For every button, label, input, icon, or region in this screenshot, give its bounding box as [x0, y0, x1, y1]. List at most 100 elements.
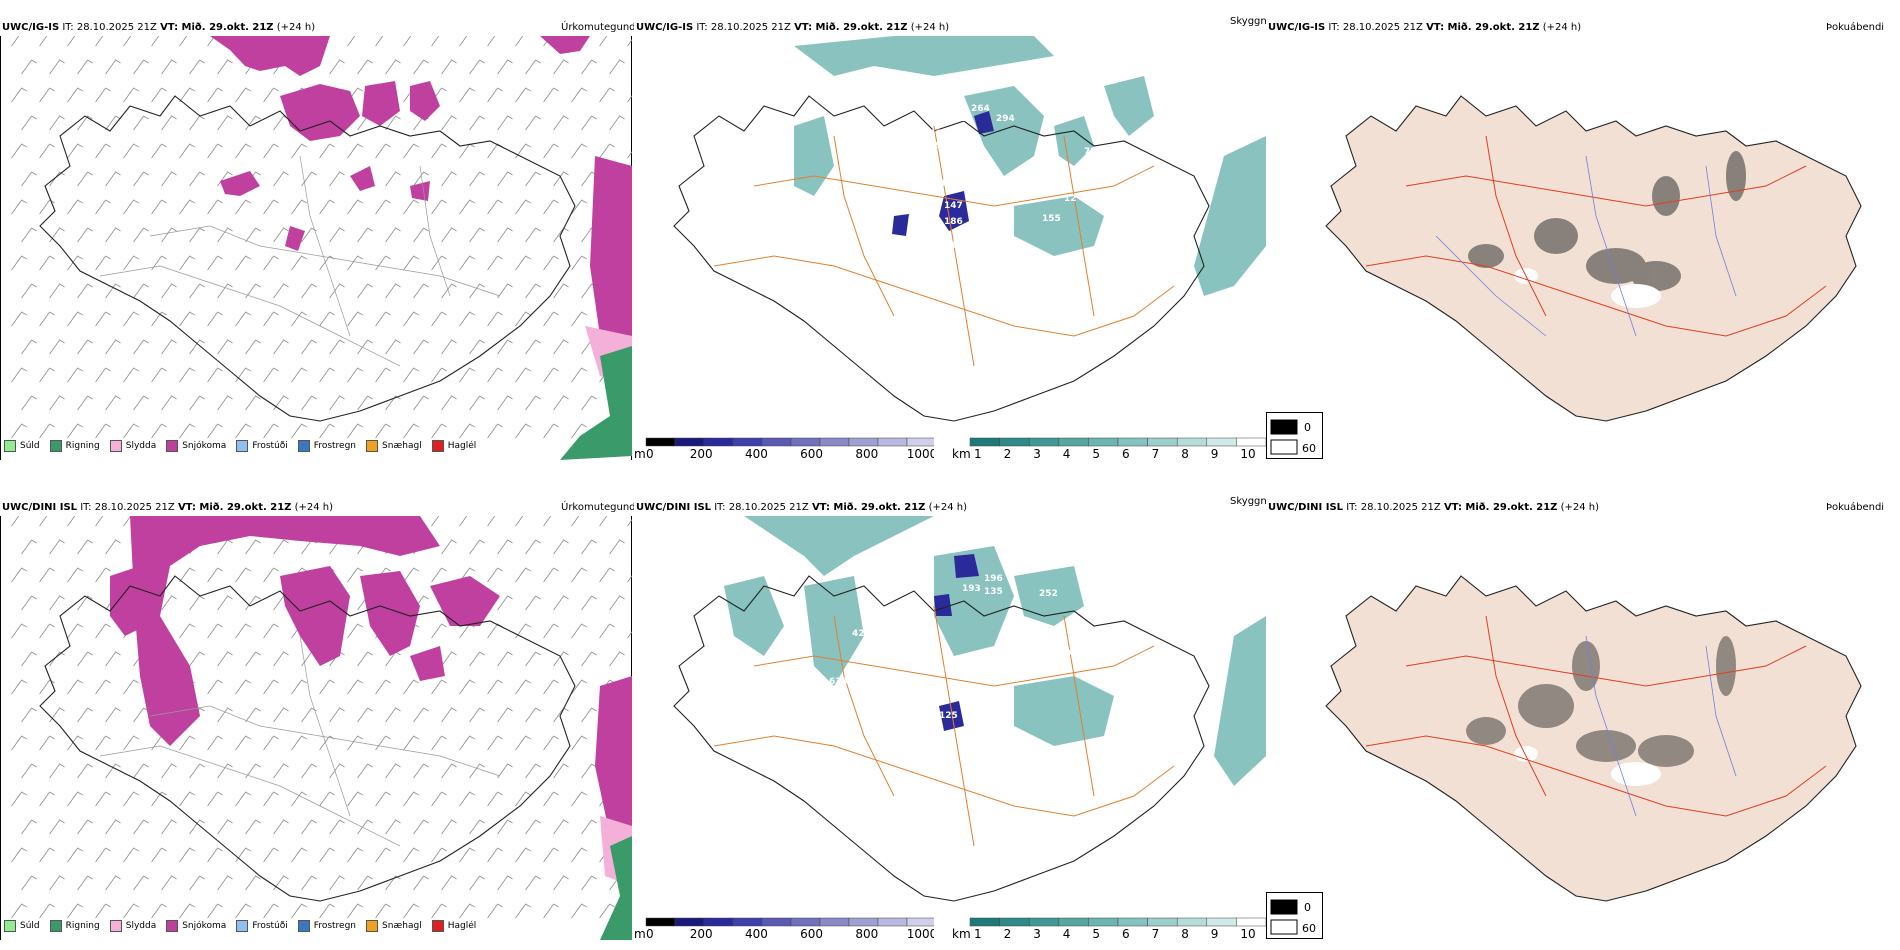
model-name: UWC/IG-IS — [2, 22, 60, 33]
height-colorbar-top: m 0 200 400 600 800 1000 — [634, 437, 934, 461]
svg-text:42: 42 — [852, 629, 865, 639]
swatch — [49, 920, 62, 932]
svg-text:m: m — [634, 447, 646, 461]
colorbar-cell — [848, 437, 879, 447]
svg-text:264: 264 — [971, 104, 990, 114]
swatch — [366, 920, 379, 932]
colorbar-tick: 8 — [1181, 447, 1189, 461]
svg-text:318: 318 — [949, 129, 968, 139]
colorbar-tick: 7 — [1152, 927, 1160, 941]
iceland-outline — [39, 95, 576, 422]
precip-panel-top: UWC/IG-IS IT: 28.10.2025 21Z VT: Mið. 29… — [0, 0, 634, 470]
vis-colorbar-top: km 1 2 3 4 5 6 7 8 9 10 — [952, 437, 1266, 461]
svg-text:60: 60 — [1302, 922, 1316, 935]
model-name: UWC/IG-IS — [1268, 22, 1326, 33]
roads — [1365, 615, 1827, 817]
cloud-map-top: 264 294 239 318 463 29 292 82 34 147 186… — [673, 36, 1266, 422]
header-bottom-fog: UWC/DINI ISL IT: 28.10.2025 21Z VT: Mið.… — [1268, 502, 1599, 513]
colorbar-cell — [969, 437, 1000, 447]
colorbar-cell — [877, 437, 908, 447]
station-labels: 264 294 239 318 463 29 292 82 34 147 186… — [874, 104, 1133, 271]
svg-text:633: 633 — [829, 677, 848, 687]
svg-text:305: 305 — [1014, 259, 1033, 269]
colorbar-cell — [848, 917, 879, 927]
svg-text:km: km — [952, 927, 971, 941]
legend-label: Haglél — [447, 441, 477, 451]
svg-text:60: 60 — [1302, 442, 1316, 455]
legend-item: Snjókoma — [166, 440, 226, 452]
svg-text:721: 721 — [1084, 147, 1103, 157]
header-top-precip: UWC/IG-IS IT: 28.10.2025 21Z VT: Mið. 29… — [2, 22, 315, 33]
colorbar-cell — [819, 437, 850, 447]
svg-text:135: 135 — [984, 587, 1003, 597]
precip-legend-bottom: Súld Rigning Slydda Snjókoma Frostúði Fr… — [4, 920, 476, 932]
svg-text:21: 21 — [1052, 259, 1065, 269]
valid-time: VT: Mið. 29.okt. 21Z — [794, 22, 908, 33]
precip-panel-bottom: UWC/DINI ISL IT: 28.10.2025 21Z VT: Mið.… — [0, 480, 634, 950]
valid-time: VT: Mið. 29.okt. 21Z — [811, 502, 926, 513]
svg-text:12: 12 — [1064, 194, 1077, 204]
init-time: IT: 28.10.2025 21Z — [1346, 502, 1441, 513]
legend-label: Súld — [20, 921, 40, 931]
svg-text:252: 252 — [1039, 589, 1058, 599]
colorbar-cell — [1206, 437, 1237, 447]
colorbar-cell — [1176, 917, 1208, 927]
svg-text:0: 0 — [1304, 421, 1311, 434]
legend-item: Snæhagl — [366, 920, 422, 932]
iceland-outline — [39, 575, 576, 902]
swatch — [366, 440, 379, 452]
colorbar-tick: 9 — [1211, 927, 1219, 941]
legend-item: Frostúði — [236, 440, 288, 452]
legend-item: Haglél — [431, 440, 477, 452]
swatch — [166, 920, 179, 932]
swatch — [49, 440, 62, 452]
height-colorbar-bottom: m 0 200 400 600 800 1000 — [634, 917, 934, 941]
lead-time: (+24 h) — [294, 502, 334, 513]
colorbar-cell — [1236, 917, 1266, 927]
svg-text:29: 29 — [929, 141, 942, 151]
svg-text:34: 34 — [974, 189, 987, 199]
colorbar-tick: 1000 — [907, 447, 934, 461]
legend-label: Slydda — [125, 441, 157, 451]
svg-text:374: 374 — [1089, 629, 1108, 639]
legend-item: Súld — [4, 440, 40, 452]
colorbar-tick: 0 — [646, 447, 654, 461]
init-time: IT: 28.10.2025 21Z — [696, 22, 791, 33]
init-time: IT: 28.10.2025 21Z — [62, 22, 157, 33]
header-top-fog: UWC/IG-IS IT: 28.10.2025 21Z VT: Mið. 29… — [1268, 22, 1581, 33]
valid-time: VT: Mið. 29.okt. 21Z — [160, 22, 274, 33]
swatch — [109, 440, 122, 452]
svg-text:147: 147 — [944, 201, 963, 211]
colorbar-tick: 1 — [974, 927, 982, 941]
header-bottom-cloud: UWC/DINI ISL IT: 28.10.2025 21Z VT: Mið.… — [636, 502, 967, 513]
colorbar-cell — [674, 917, 705, 927]
colorbar-tick: 6 — [1122, 927, 1130, 941]
fog-map-top — [1325, 95, 1862, 422]
colorbar-cell — [645, 437, 676, 447]
svg-text:902: 902 — [859, 641, 878, 651]
colorbar-cell — [906, 437, 934, 447]
colorbar-tick: 3 — [1033, 927, 1041, 941]
colorbar-tick: 400 — [745, 447, 768, 461]
colorbar-tick: 5 — [1092, 927, 1100, 941]
lead-time: (+24 h) — [910, 22, 950, 33]
swatch — [431, 920, 444, 932]
valid-time: VT: Mið. 29.okt. 21Z — [1443, 502, 1558, 513]
colorbar-tick: 2 — [1004, 447, 1012, 461]
colorbar-tick: 1000 — [907, 927, 934, 941]
svg-text:523: 523 — [1094, 755, 1113, 765]
svg-text:41: 41 — [1086, 601, 1099, 611]
svg-text:294: 294 — [996, 114, 1015, 124]
colorbar-tick: 10 — [1240, 447, 1255, 461]
init-time: IT: 28.10.2025 21Z — [1328, 22, 1423, 33]
legend-label: Rigning — [65, 921, 100, 931]
svg-text:292: 292 — [941, 154, 960, 164]
colorbar-cell — [1028, 437, 1060, 447]
legend-item: Haglél — [431, 920, 476, 932]
colorbar-tick: 2 — [1004, 927, 1012, 941]
lead-time: (+24 h) — [928, 502, 968, 513]
swatch — [4, 440, 16, 452]
legend-label: Frostúði — [252, 921, 288, 931]
colorbar-tick: 1 — [974, 447, 982, 461]
colorbar-cell — [999, 917, 1030, 927]
